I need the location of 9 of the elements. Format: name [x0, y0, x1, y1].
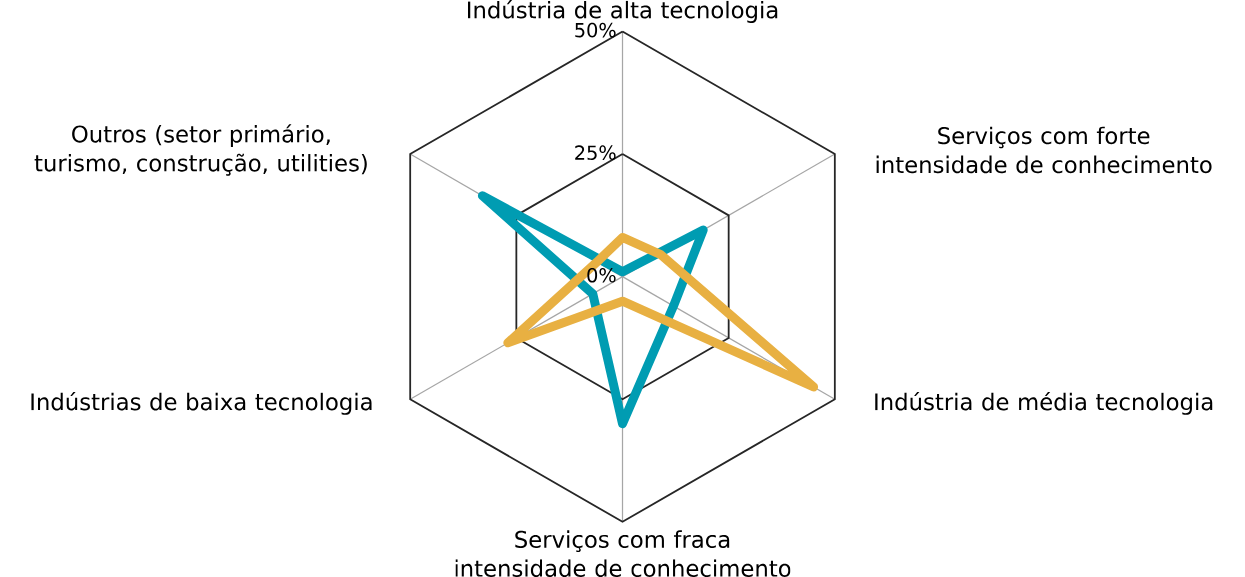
y-tick-label: 0%: [587, 267, 616, 283]
y-tick-label: 50%: [575, 22, 616, 38]
spoke-label: Indústria de alta tecnologia: [467, 0, 778, 23]
spoke-label: Serviços com fraca intensidade de conhecimento: [455, 530, 791, 577]
spoke-label: Indústrias de baixa tecnologia: [31, 391, 372, 415]
y-tick-label: 25%: [575, 145, 616, 161]
spoke-label: Outros (setor primário, turismo, construção, utilities): [34, 124, 367, 176]
spoke-label: Indústria de média tecnologia: [875, 391, 1213, 415]
spoke-label: Serviços com forte intensidade de conhecimento: [876, 126, 1212, 174]
